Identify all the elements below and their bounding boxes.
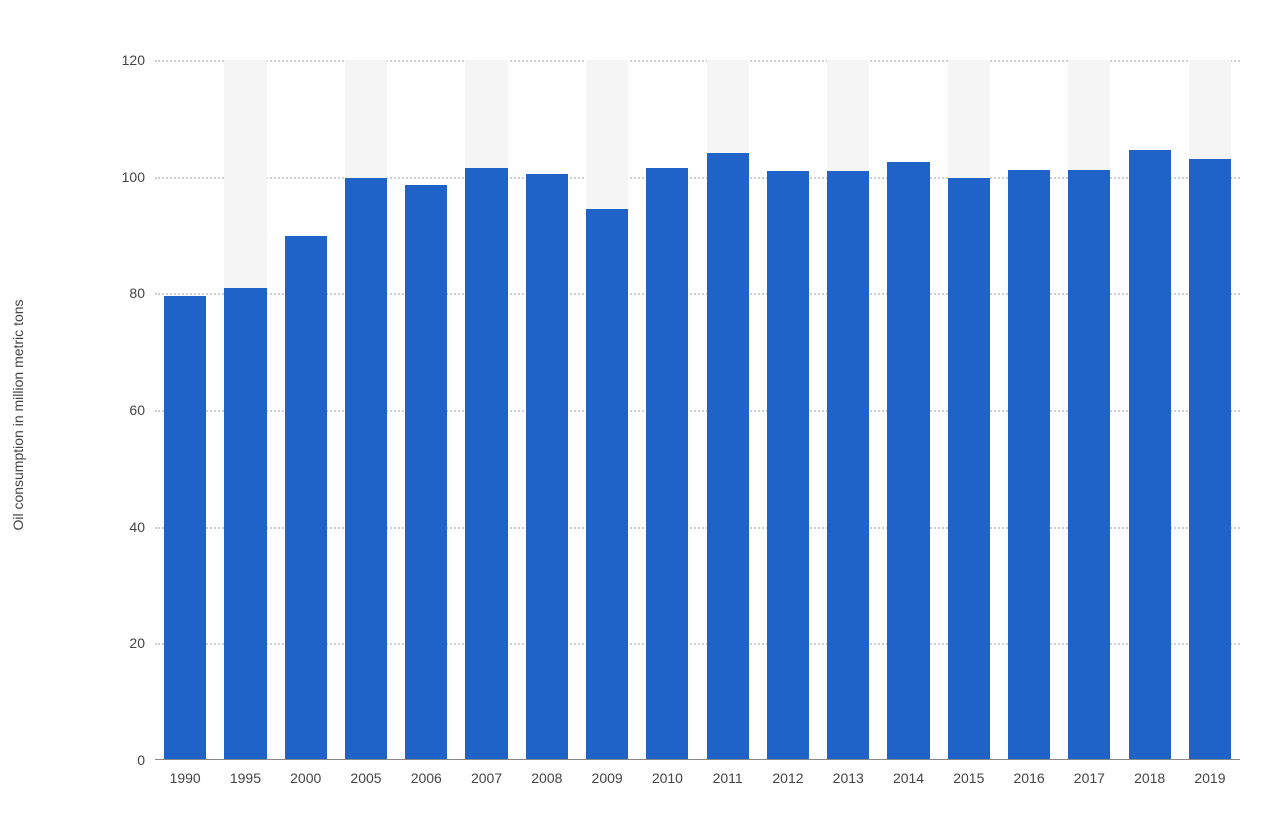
y-tick-label: 0 bbox=[137, 752, 145, 768]
y-axis-label: Oil consumption in million metric tons bbox=[10, 299, 26, 530]
y-tick-label: 100 bbox=[122, 169, 145, 185]
x-tick-label: 2017 bbox=[1059, 770, 1119, 786]
y-tick-label: 20 bbox=[129, 635, 145, 651]
y-tick-label: 40 bbox=[129, 519, 145, 535]
plot-area: 1990199520002005200620072008200920102011… bbox=[155, 60, 1240, 760]
x-tick-label: 2007 bbox=[456, 770, 516, 786]
x-tick-label: 2015 bbox=[939, 770, 999, 786]
oil-consumption-bar-chart: Oil consumption in million metric tons 1… bbox=[0, 0, 1268, 830]
y-tick-label: 120 bbox=[122, 52, 145, 68]
y-tick-label: 80 bbox=[129, 285, 145, 301]
x-tick-label: 2000 bbox=[276, 770, 336, 786]
x-tick-label: 2008 bbox=[517, 770, 577, 786]
x-tick-label: 2016 bbox=[999, 770, 1059, 786]
x-tick-label: 2010 bbox=[637, 770, 697, 786]
y-tick-label: 60 bbox=[129, 402, 145, 418]
y-axis-tick-labels: 020406080100120 bbox=[155, 60, 1240, 760]
x-tick-label: 2006 bbox=[396, 770, 456, 786]
x-axis-labels: 1990199520002005200620072008200920102011… bbox=[155, 770, 1240, 786]
x-tick-label: 1995 bbox=[215, 770, 275, 786]
x-tick-label: 2012 bbox=[758, 770, 818, 786]
x-tick-label: 2009 bbox=[577, 770, 637, 786]
x-tick-label: 2014 bbox=[878, 770, 938, 786]
x-tick-label: 2019 bbox=[1180, 770, 1240, 786]
x-tick-label: 1990 bbox=[155, 770, 215, 786]
x-tick-label: 2011 bbox=[698, 770, 758, 786]
x-tick-label: 2018 bbox=[1120, 770, 1180, 786]
x-tick-label: 2013 bbox=[818, 770, 878, 786]
x-tick-label: 2005 bbox=[336, 770, 396, 786]
